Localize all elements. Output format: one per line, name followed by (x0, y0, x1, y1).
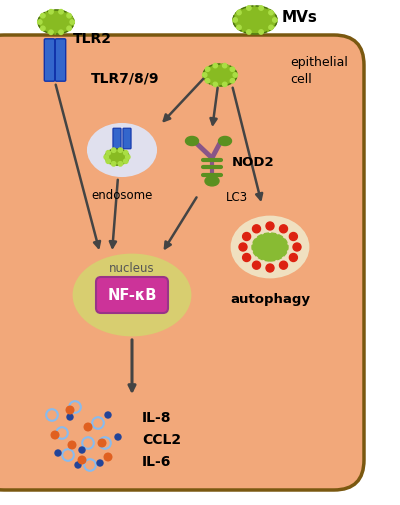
Text: NF-κB: NF-κB (107, 288, 157, 303)
Circle shape (78, 457, 86, 464)
Circle shape (293, 243, 301, 251)
Ellipse shape (186, 137, 198, 146)
Circle shape (106, 152, 110, 156)
Circle shape (233, 19, 237, 23)
Circle shape (38, 21, 42, 25)
Circle shape (67, 27, 71, 31)
FancyBboxPatch shape (44, 40, 55, 82)
Circle shape (272, 19, 277, 23)
Circle shape (266, 223, 274, 231)
Circle shape (222, 64, 227, 69)
Text: NOD2: NOD2 (232, 155, 275, 168)
Circle shape (41, 15, 45, 19)
Circle shape (112, 148, 116, 153)
Circle shape (49, 31, 53, 35)
Text: MVs: MVs (282, 11, 318, 25)
Ellipse shape (38, 11, 74, 35)
Circle shape (222, 83, 227, 87)
Circle shape (98, 439, 106, 447)
Circle shape (112, 162, 116, 167)
Circle shape (66, 407, 74, 414)
Circle shape (55, 450, 61, 456)
Text: IL-8: IL-8 (142, 410, 172, 424)
Ellipse shape (74, 256, 190, 335)
Text: IL-6: IL-6 (142, 454, 171, 468)
Circle shape (252, 225, 260, 233)
Text: endosome: endosome (91, 189, 153, 201)
Circle shape (259, 7, 263, 11)
Circle shape (67, 414, 73, 420)
Circle shape (213, 83, 218, 87)
Circle shape (97, 460, 103, 466)
Circle shape (115, 434, 121, 440)
Circle shape (206, 68, 210, 72)
Circle shape (213, 64, 218, 69)
Circle shape (289, 233, 297, 241)
Circle shape (206, 79, 210, 84)
Circle shape (124, 152, 128, 156)
Circle shape (104, 156, 108, 160)
Circle shape (259, 31, 263, 35)
Circle shape (202, 74, 207, 78)
Text: nucleus: nucleus (109, 261, 155, 274)
Circle shape (106, 160, 110, 164)
Circle shape (118, 162, 122, 167)
Circle shape (269, 26, 273, 30)
Circle shape (118, 148, 122, 153)
Text: LC3: LC3 (226, 190, 248, 204)
Text: TLR2: TLR2 (73, 32, 112, 46)
Circle shape (75, 462, 81, 468)
FancyBboxPatch shape (96, 277, 168, 314)
Text: CCL2: CCL2 (142, 432, 181, 446)
Circle shape (280, 262, 288, 270)
Ellipse shape (205, 177, 219, 186)
Circle shape (126, 156, 130, 160)
Circle shape (280, 225, 288, 233)
Circle shape (237, 26, 241, 30)
Text: TLR7/8/9: TLR7/8/9 (91, 72, 159, 86)
FancyBboxPatch shape (113, 129, 121, 149)
FancyBboxPatch shape (123, 129, 131, 149)
Circle shape (233, 74, 238, 78)
Circle shape (247, 31, 251, 35)
Circle shape (59, 31, 63, 35)
Circle shape (84, 423, 92, 431)
Circle shape (59, 11, 63, 15)
Circle shape (247, 7, 251, 11)
Circle shape (67, 15, 71, 19)
Circle shape (230, 79, 234, 84)
Circle shape (289, 254, 297, 262)
Ellipse shape (105, 149, 129, 166)
FancyBboxPatch shape (55, 40, 66, 82)
Circle shape (237, 12, 241, 16)
Circle shape (124, 160, 128, 164)
Circle shape (41, 27, 45, 31)
Circle shape (239, 243, 247, 251)
Circle shape (79, 447, 85, 453)
Ellipse shape (233, 7, 277, 35)
Circle shape (230, 68, 234, 72)
Circle shape (252, 262, 260, 270)
Text: autophagy: autophagy (230, 292, 310, 306)
Ellipse shape (252, 233, 288, 262)
Circle shape (243, 233, 251, 241)
Circle shape (68, 441, 76, 449)
Ellipse shape (218, 137, 232, 146)
Text: epithelial
cell: epithelial cell (290, 56, 348, 86)
Circle shape (243, 254, 251, 262)
FancyBboxPatch shape (0, 36, 364, 490)
Circle shape (266, 265, 274, 273)
Ellipse shape (203, 65, 237, 87)
Ellipse shape (88, 125, 156, 177)
Circle shape (70, 21, 74, 25)
Circle shape (269, 12, 273, 16)
Circle shape (104, 453, 112, 461)
Ellipse shape (232, 218, 308, 277)
Circle shape (51, 431, 59, 439)
Circle shape (105, 412, 111, 418)
Circle shape (49, 11, 53, 15)
